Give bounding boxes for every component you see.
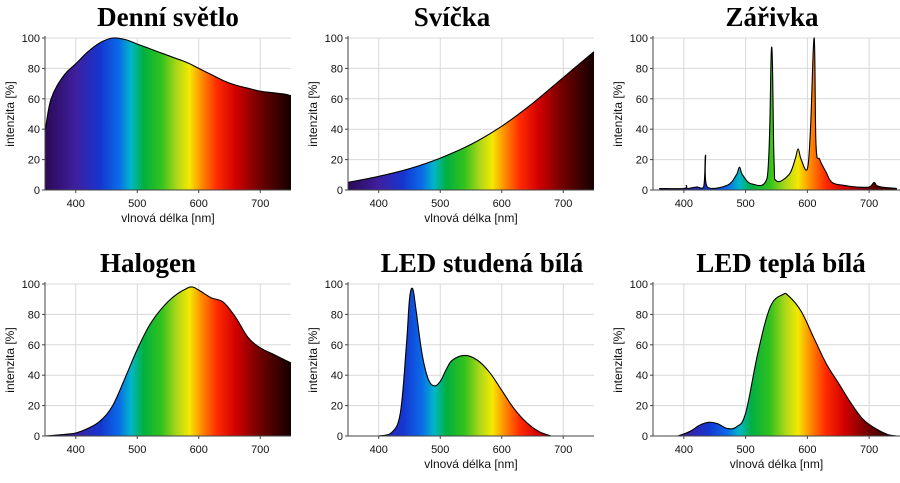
y-tick-label: 20	[636, 155, 648, 167]
x-tick-label: 500	[128, 198, 146, 210]
y-tick-label: 40	[636, 370, 648, 382]
spectrum-curve	[659, 37, 897, 190]
y-tick-label: 60	[331, 340, 343, 352]
chart-panel: 0 20 40 60 80 100 400 500 600 700 intenzita [%] Hal…	[3, 248, 292, 456]
x-tick-label: 600	[798, 198, 816, 210]
chart-panel: 0 20 40 60 80 100 400 500 600 700 intenzita [%] Zář…	[611, 2, 900, 210]
x-tick-label: 700	[251, 444, 269, 456]
x-axis-label: vlnová délka [nm]	[730, 457, 823, 471]
x-tick-label: 400	[675, 444, 693, 456]
chart-panel: 0 20 40 60 80 100 400 500 600 700 intenzita [%] vln…	[3, 2, 292, 225]
x-tick-label: 400	[370, 444, 388, 456]
y-tick-label: 80	[636, 63, 648, 75]
y-tick-label: 20	[636, 401, 648, 413]
y-tick-label: 0	[34, 185, 40, 197]
x-tick-label: 500	[128, 444, 146, 456]
y-tick-label: 20	[331, 155, 343, 167]
y-axis-label: intenzita [%]	[3, 81, 17, 146]
chart-title: Denní světlo	[97, 2, 239, 32]
y-tick-label: 100	[325, 33, 343, 45]
y-tick-label: 40	[331, 370, 343, 382]
y-tick-label: 20	[28, 155, 40, 167]
y-tick-label: 100	[22, 279, 40, 291]
x-tick-label: 700	[554, 198, 572, 210]
y-axis-label: intenzita [%]	[3, 327, 17, 392]
y-tick-label: 20	[28, 401, 40, 413]
y-tick-label: 100	[22, 33, 40, 45]
y-tick-label: 0	[337, 431, 343, 443]
y-tick-label: 100	[630, 279, 648, 291]
y-tick-label: 20	[331, 401, 343, 413]
x-tick-label: 700	[860, 444, 878, 456]
x-tick-label: 400	[67, 198, 85, 210]
spectrum-curve	[347, 51, 595, 183]
x-axis-label: vlnová délka [nm]	[424, 457, 517, 471]
chart-title: Svíčka	[414, 2, 491, 32]
x-axis-label: vlnová délka [nm]	[121, 211, 214, 225]
x-tick-label: 500	[431, 198, 449, 210]
y-tick-label: 100	[325, 279, 343, 291]
spectrum-curve	[44, 286, 292, 437]
y-tick-label: 80	[28, 63, 40, 75]
spectrum-curve	[677, 292, 897, 437]
chart-panel: 0 20 40 60 80 100 400 500 600 700 intenzita [%] vln…	[611, 248, 900, 471]
y-tick-label: 40	[636, 124, 648, 136]
y-tick-label: 40	[28, 124, 40, 136]
y-axis-label: intenzita [%]	[306, 327, 320, 392]
spectrum-area	[378, 288, 551, 436]
y-tick-label: 60	[331, 94, 343, 106]
y-tick-label: 0	[34, 431, 40, 443]
y-axis-label: intenzita [%]	[611, 81, 625, 146]
chart-title: Zářivka	[725, 2, 819, 32]
x-tick-label: 500	[431, 444, 449, 456]
x-tick-label: 500	[736, 444, 754, 456]
spectrum-curve	[44, 37, 292, 133]
chart-panel: 0 20 40 60 80 100 400 500 600 700 intenzita [%] vln…	[306, 248, 594, 471]
chart-title: LED teplá bílá	[696, 248, 866, 278]
x-tick-label: 600	[493, 198, 511, 210]
spectrum-area	[677, 293, 897, 436]
chart-panel: 0 20 40 60 80 100 400 500 600 700 intenzita [%] vln…	[306, 2, 595, 225]
chart-title: LED studená bílá	[381, 248, 584, 278]
x-tick-label: 600	[493, 444, 511, 456]
x-axis-label: vlnová délka [nm]	[424, 211, 517, 225]
y-tick-label: 80	[331, 63, 343, 75]
y-tick-label: 60	[28, 340, 40, 352]
y-tick-label: 0	[642, 431, 648, 443]
x-tick-label: 400	[370, 198, 388, 210]
x-tick-label: 700	[554, 444, 572, 456]
x-tick-label: 400	[675, 198, 693, 210]
y-tick-label: 80	[636, 309, 648, 321]
x-tick-label: 700	[860, 198, 878, 210]
y-tick-label: 0	[337, 185, 343, 197]
x-tick-label: 600	[798, 444, 816, 456]
y-tick-label: 0	[642, 185, 648, 197]
y-tick-label: 60	[636, 340, 648, 352]
chart-title: Halogen	[100, 248, 196, 278]
y-tick-label: 80	[28, 309, 40, 321]
spectrum-area	[45, 286, 291, 436]
spectrum-area	[659, 37, 897, 190]
y-axis-label: intenzita [%]	[611, 327, 625, 392]
x-tick-label: 400	[67, 444, 85, 456]
x-tick-label: 700	[251, 198, 269, 210]
y-tick-label: 80	[331, 309, 343, 321]
y-tick-label: 60	[636, 94, 648, 106]
y-tick-label: 40	[331, 124, 343, 136]
y-tick-label: 100	[630, 33, 648, 45]
y-axis-label: intenzita [%]	[306, 81, 320, 146]
x-tick-label: 600	[190, 198, 208, 210]
y-tick-label: 60	[28, 94, 40, 106]
spectrum-area	[348, 51, 594, 191]
spectrum-curve	[378, 287, 552, 437]
y-tick-label: 40	[28, 370, 40, 382]
x-tick-label: 500	[736, 198, 754, 210]
spectrum-area	[45, 37, 291, 190]
x-tick-label: 600	[190, 444, 208, 456]
